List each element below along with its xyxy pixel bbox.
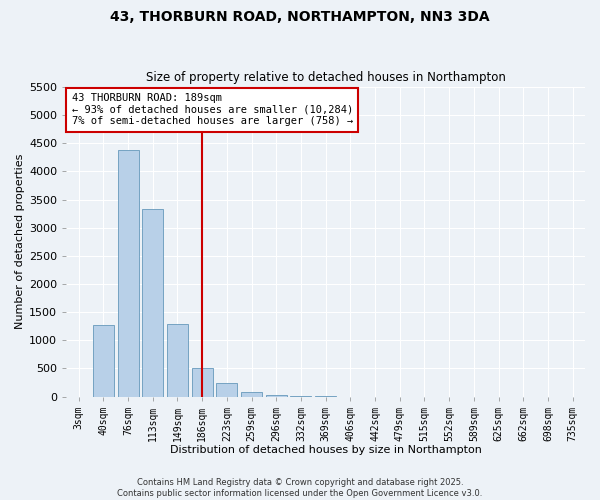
- Bar: [241, 392, 262, 396]
- Bar: [191, 368, 212, 396]
- Title: Size of property relative to detached houses in Northampton: Size of property relative to detached ho…: [146, 72, 506, 85]
- Bar: [118, 150, 139, 396]
- Text: 43 THORBURN ROAD: 189sqm
← 93% of detached houses are smaller (10,284)
7% of sem: 43 THORBURN ROAD: 189sqm ← 93% of detach…: [71, 93, 353, 126]
- Bar: [93, 325, 114, 396]
- Bar: [167, 324, 188, 396]
- Y-axis label: Number of detached properties: Number of detached properties: [15, 154, 25, 330]
- Bar: [142, 209, 163, 396]
- X-axis label: Distribution of detached houses by size in Northampton: Distribution of detached houses by size …: [170, 445, 482, 455]
- Bar: [217, 383, 238, 396]
- Text: 43, THORBURN ROAD, NORTHAMPTON, NN3 3DA: 43, THORBURN ROAD, NORTHAMPTON, NN3 3DA: [110, 10, 490, 24]
- Text: Contains HM Land Registry data © Crown copyright and database right 2025.
Contai: Contains HM Land Registry data © Crown c…: [118, 478, 482, 498]
